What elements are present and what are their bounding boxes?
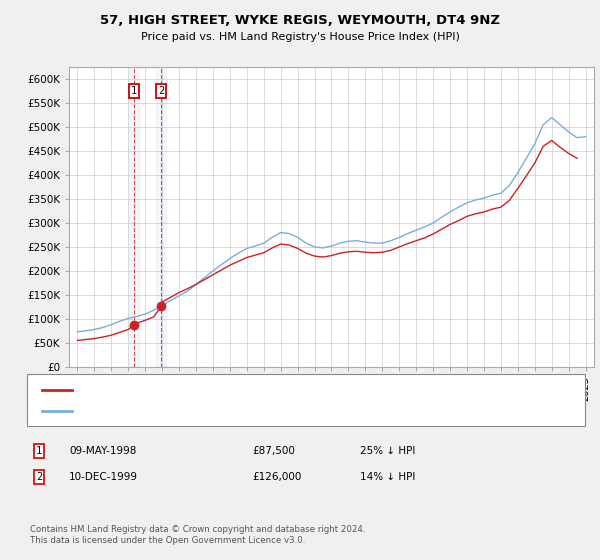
Text: 14% ↓ HPI: 14% ↓ HPI [360,472,415,482]
Text: Contains HM Land Registry data © Crown copyright and database right 2024.
This d: Contains HM Land Registry data © Crown c… [30,525,365,545]
Text: 2: 2 [36,472,42,482]
Text: 1: 1 [36,446,42,456]
Text: 25% ↓ HPI: 25% ↓ HPI [360,446,415,456]
Text: 57, HIGH STREET, WYKE REGIS, WEYMOUTH, DT4 9NZ: 57, HIGH STREET, WYKE REGIS, WEYMOUTH, D… [100,14,500,27]
Text: 57, HIGH STREET, WYKE REGIS, WEYMOUTH, DT4 9NZ (detached house): 57, HIGH STREET, WYKE REGIS, WEYMOUTH, D… [78,385,454,395]
Text: HPI: Average price, detached house, Dorset: HPI: Average price, detached house, Dors… [78,407,305,416]
Text: 1: 1 [131,86,137,96]
Bar [156,67,166,367]
Bar [129,67,139,367]
Text: 10-DEC-1999: 10-DEC-1999 [69,472,138,482]
Text: 09-MAY-1998: 09-MAY-1998 [69,446,136,456]
Text: 2: 2 [158,86,164,96]
Text: £87,500: £87,500 [252,446,295,456]
Text: £126,000: £126,000 [252,472,301,482]
Text: Price paid vs. HM Land Registry's House Price Index (HPI): Price paid vs. HM Land Registry's House … [140,32,460,43]
